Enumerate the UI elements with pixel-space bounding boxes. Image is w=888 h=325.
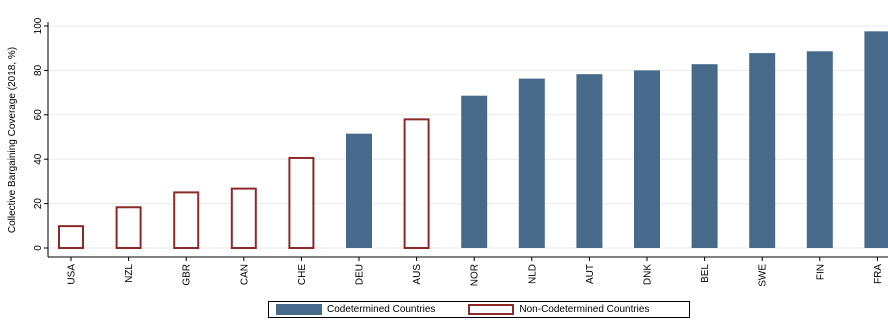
x-tick-label-aut: AUT — [585, 264, 596, 284]
bar-nld — [518, 78, 545, 248]
bar-gbr — [173, 191, 200, 249]
x-tick-label-deu: DEU — [355, 264, 366, 285]
legend-label-non-codetermined: Non-Codetermined Countries — [519, 304, 650, 315]
legend-swatch-hollow — [468, 304, 515, 315]
bars — [58, 31, 888, 250]
x-tick-label-nld: NLD — [527, 264, 538, 284]
x-tick-label-usa: USA — [67, 264, 78, 285]
x-tick-label-bel: BEL — [700, 264, 711, 283]
x-tick-label-fin: FIN — [815, 264, 826, 280]
bar-fra — [864, 31, 888, 248]
bar-usa — [58, 225, 84, 250]
y-tick-label: 80 — [33, 64, 44, 76]
x-tick-label-can: CAN — [239, 264, 250, 285]
bar-bel — [691, 64, 718, 249]
bar-nzl — [115, 206, 142, 250]
legend-label-codetermined: Codetermined Countries — [327, 304, 436, 315]
bar-che — [288, 156, 315, 249]
x-tick-label-dnk: DNK — [643, 264, 654, 285]
y-tick-label: 20 — [33, 198, 44, 210]
legend-item-codetermined: Codetermined Countries — [276, 304, 435, 315]
bar-aus — [403, 118, 430, 249]
legend-swatch-filled — [276, 304, 322, 315]
legend-item-non-codetermined: Non-Codetermined Countries — [468, 304, 649, 315]
bar-fin — [806, 51, 833, 248]
bar-dnk — [634, 70, 660, 249]
y-tick-label: 0 — [33, 245, 44, 251]
bar-can — [230, 187, 257, 249]
bar-nor — [461, 95, 488, 248]
x-tick-label-gbr: GBR — [182, 264, 193, 286]
x-tick-label-fra: FRA — [873, 264, 884, 284]
x-tick-label-swe: SWE — [758, 264, 769, 287]
y-tick-label: 40 — [33, 153, 44, 165]
axes: 0 20 40 60 80 100 USA NZL GBR CAN CHE DEU AUS NOR NLD A… — [33, 17, 888, 287]
x-tick-label-nzl: NZL — [124, 264, 135, 283]
x-tick-label-aus: AUS — [412, 264, 423, 285]
bar-swe — [749, 53, 776, 248]
x-tick-label-che: CHE — [297, 264, 308, 285]
bar-aut — [576, 74, 603, 248]
y-tick-label: 100 — [33, 17, 44, 34]
legend: Codetermined Countries Non-Codetermined … — [268, 301, 690, 318]
y-axis-label: Collective Bargaining Coverage (2018, %) — [7, 47, 18, 233]
bar-deu — [346, 133, 372, 248]
y-tick-label: 60 — [33, 109, 44, 121]
x-tick-label-nor: NOR — [470, 264, 481, 286]
